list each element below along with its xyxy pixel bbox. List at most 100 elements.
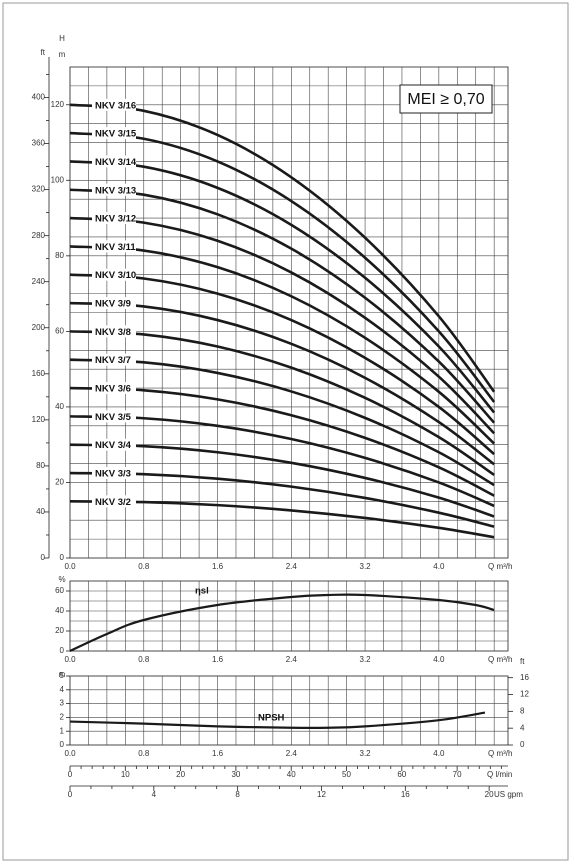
- y-tick-label: 120: [51, 100, 65, 109]
- curve: [69, 273, 496, 456]
- x-axis-label: Q m³/h: [488, 562, 512, 571]
- y-tick-label: 5: [60, 671, 65, 680]
- y-tick-label: 100: [51, 175, 65, 184]
- x2-tick-label: 10: [121, 770, 130, 779]
- curve-label-bg: [92, 183, 136, 196]
- y2-tick-label: 400: [32, 93, 46, 102]
- y2-axis-label: ft: [520, 657, 525, 666]
- y2-tick-label: 280: [32, 231, 46, 240]
- y2-tick-label: 0: [41, 553, 46, 562]
- x-tick-label: 0.0: [64, 749, 76, 758]
- x-tick-label: 1.6: [212, 749, 224, 758]
- curve: [69, 103, 496, 393]
- x-tick-label: 3.2: [360, 562, 372, 571]
- y-axis-label: %: [58, 575, 65, 584]
- curve-label-bg: [92, 212, 136, 225]
- y2-tick-label: 120: [32, 415, 46, 424]
- y-axis-label: m: [59, 670, 66, 679]
- y2-tick-label: 200: [32, 323, 46, 332]
- x-tick-label: 2.4: [286, 655, 298, 664]
- x3-tick-label: 8: [235, 790, 240, 799]
- curve-label-bg: [92, 325, 136, 338]
- curve: [69, 358, 495, 487]
- y-tick-label: 60: [55, 586, 64, 595]
- x-tick-label: 4.0: [433, 655, 445, 664]
- x2-axis-label: Q l/min: [487, 770, 512, 779]
- x2-tick-label: 60: [397, 770, 406, 779]
- y2-tick-label: 0: [520, 740, 525, 749]
- curve-label: NKV 3/12: [95, 214, 136, 225]
- x2-tick-label: 70: [453, 770, 462, 779]
- x3-tick-label: 16: [401, 790, 410, 799]
- x-tick-label: 1.6: [212, 562, 224, 571]
- y2-tick-label: 320: [32, 185, 46, 194]
- x-tick-label: 4.0: [433, 749, 445, 758]
- curve: [69, 131, 496, 403]
- curve-label: NKV 3/2: [95, 497, 131, 508]
- y-tick-label: 20: [55, 626, 64, 635]
- x-tick-label: 0.0: [64, 562, 76, 571]
- x-tick-label: 0.8: [138, 749, 150, 758]
- x2-tick-label: 20: [176, 770, 185, 779]
- curve-label-bg: [92, 297, 136, 310]
- y-axis-unit: m: [59, 50, 66, 59]
- y2-tick-label: 360: [32, 139, 46, 148]
- y-tick-label: 0: [60, 740, 65, 749]
- y-tick-label: 1: [60, 726, 65, 735]
- x-tick-label: 3.2: [360, 749, 372, 758]
- x3-axis-label: US gpm: [494, 790, 523, 799]
- curve-label-bg: [92, 467, 136, 480]
- x-tick-label: 0.8: [138, 655, 150, 664]
- x-tick-label: 4.0: [433, 562, 445, 571]
- curve-label-bg: [92, 240, 136, 253]
- y2-axis-label: ft: [41, 48, 46, 57]
- curve-label: NKV 3/5: [95, 412, 132, 423]
- curve-label-bg: [92, 410, 136, 423]
- curve-label-bg: [92, 382, 136, 395]
- curve: [69, 711, 486, 730]
- mei-box: [399, 84, 493, 114]
- curve-label: NKV 3/16: [95, 100, 136, 111]
- y2-tick-label: 40: [36, 507, 45, 516]
- curve: [69, 415, 495, 508]
- curve: [69, 471, 495, 528]
- curve-label-bg: [92, 98, 136, 111]
- y-tick-label: 0: [60, 646, 65, 655]
- y-tick-label: 2: [60, 713, 65, 722]
- x2-tick-label: 40: [287, 770, 296, 779]
- curve-label: ηsl: [195, 586, 209, 597]
- x3-tick-label: 0: [68, 790, 73, 799]
- y-tick-label: 0: [60, 553, 65, 562]
- y2-tick-label: 4: [520, 723, 525, 732]
- curve-label: NPSH: [258, 713, 285, 724]
- curve: [69, 500, 495, 539]
- x-tick-label: 1.6: [212, 655, 224, 664]
- curve-label: NKV 3/10: [95, 270, 136, 281]
- curve: [69, 386, 495, 497]
- x-axis-label: Q m³/h: [488, 655, 512, 664]
- x2-tick-label: 50: [342, 770, 351, 779]
- x2-tick-label: 30: [231, 770, 240, 779]
- y2-tick-label: 80: [36, 461, 45, 470]
- curve: [69, 593, 495, 652]
- y2-tick-label: 12: [520, 690, 529, 699]
- x-axis-label: Q m³/h: [488, 749, 512, 758]
- x2-tick-label: 0: [68, 770, 73, 779]
- y2-tick-label: 16: [520, 673, 529, 682]
- curve-label: NKV 3/6: [95, 384, 131, 395]
- y-tick-label: 4: [60, 685, 65, 694]
- y2-tick-label: 240: [32, 277, 46, 286]
- curve-label: NKV 3/4: [95, 440, 132, 451]
- curve-label-bg: [92, 127, 136, 140]
- y-tick-label: 3: [60, 699, 65, 708]
- y-axis-label: H: [59, 34, 65, 43]
- x3-tick-label: 4: [152, 790, 157, 799]
- mei-label: MEI ≥ 0,70: [407, 91, 484, 108]
- curve-label-bg: [92, 268, 136, 281]
- curve-label-bg: [92, 353, 136, 366]
- y-tick-label: 60: [55, 326, 64, 335]
- x-tick-label: 2.4: [286, 749, 298, 758]
- curve-label: NKV 3/7: [95, 355, 131, 366]
- x3-tick-label: 12: [317, 790, 326, 799]
